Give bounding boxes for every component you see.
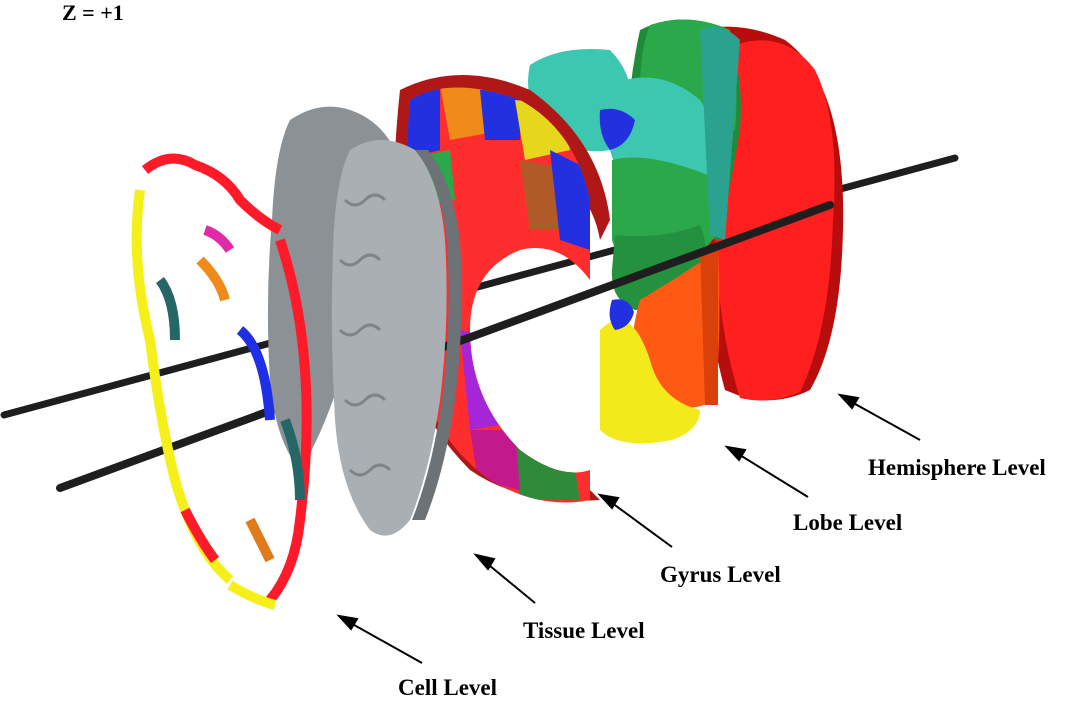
lobe-level-label: Lobe Level <box>793 510 903 535</box>
z-coordinate-label: Z = +1 <box>62 0 124 25</box>
arrow-hemisphere <box>847 399 921 441</box>
gyrus-purple <box>460 330 530 430</box>
gyrus-blue-chip <box>599 108 635 150</box>
hemisphere-level-label: Hemisphere Level <box>868 455 1046 480</box>
tissue-level-label: Tissue Level <box>523 618 645 643</box>
tissue-front-piece <box>331 140 447 536</box>
arrow-tissue <box>483 560 536 604</box>
arrow-lobe <box>734 451 809 498</box>
cell-ring-magenta <box>203 225 235 253</box>
gyrus-magenta-low <box>470 430 520 490</box>
lobe-orange-dark <box>700 250 718 405</box>
lobe-orange <box>632 250 720 408</box>
tissue-gyri-texture <box>338 193 392 477</box>
gyrus-level-label: Gyrus Level <box>660 562 781 587</box>
cell-ring-orange-low <box>245 517 275 563</box>
lobe-slab <box>528 19 741 444</box>
gyrus-darkteal <box>515 345 565 440</box>
cell-ring-blue-mid <box>236 326 275 421</box>
hemisphere-face <box>715 40 835 401</box>
cell-ring-red-top <box>141 153 283 235</box>
arrow-cell <box>346 620 423 664</box>
cell-ring-red-right <box>266 238 312 604</box>
pointer-arrows <box>336 393 921 664</box>
tissue-slab <box>267 106 462 536</box>
lobe-yellow <box>600 320 700 444</box>
gyrus-brown-low <box>555 360 590 450</box>
cell-ring-orange <box>196 256 230 302</box>
gyrus-blue-2 <box>480 90 520 140</box>
lobe-teal-side <box>700 26 740 240</box>
gyrus-blue-right <box>550 150 590 250</box>
gyrus-green-low <box>510 430 580 500</box>
gyrus-blue-top <box>405 87 440 160</box>
cell-ring-teal-mid <box>155 277 180 341</box>
cell-ring-yellow-bottom <box>227 580 277 610</box>
cell-ring-darkteal-low <box>280 418 305 501</box>
cell-ring-yellow-left <box>131 189 234 584</box>
cell-level-label: Cell Level <box>398 675 497 700</box>
cell-ring-red-low <box>180 507 220 563</box>
tissue-front-edge <box>412 150 462 520</box>
gyrus-blue-chip-2 <box>609 299 634 330</box>
arrow-gyrus <box>607 499 673 548</box>
cell-slab <box>131 153 312 610</box>
